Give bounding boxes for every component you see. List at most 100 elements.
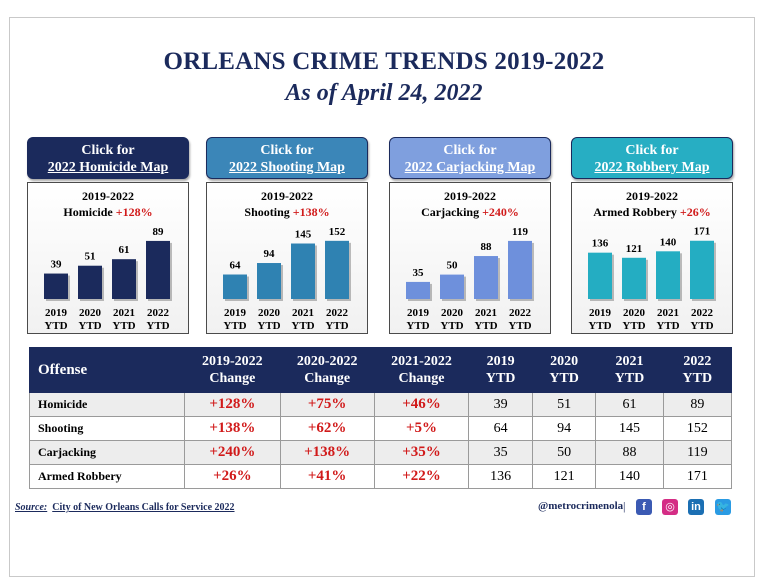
map-button-line1: Click for (260, 143, 314, 158)
facebook-icon[interactable]: f (636, 499, 652, 515)
change-cell: +240% (183, 440, 281, 465)
bar-value-label: 140 (660, 236, 677, 248)
change-cell: +22% (373, 464, 470, 489)
bar-value-label: 35 (413, 267, 425, 279)
bar-value-label: 171 (694, 226, 711, 238)
ytd-cell: 39 (468, 392, 533, 417)
ytd-cell: 50 (531, 440, 597, 465)
ytd-cell: 88 (595, 440, 664, 465)
chart-title: Carjacking +240% (390, 205, 550, 220)
ytd-cell: 94 (531, 416, 597, 441)
change-cell: +62% (279, 416, 375, 441)
crime-table: Offense 2019-2022 Change 2020-2022 Change 202… (29, 347, 733, 489)
x-tick-suffix: YTD (325, 320, 348, 332)
x-tick-year: 2022 (509, 307, 532, 319)
bar-2022 (146, 240, 170, 299)
x-tick-year: 2020 (79, 307, 102, 319)
bar-2019 (406, 281, 430, 299)
x-tick-suffix: YTD (474, 320, 497, 332)
bar-value-label: 50 (447, 260, 459, 272)
x-tick-suffix: YTD (44, 320, 67, 332)
chart-title: Homicide +128% (28, 205, 188, 220)
bar-2021 (112, 259, 136, 299)
bar-value-label: 61 (119, 244, 130, 256)
x-tick-suffix: YTD (146, 320, 169, 332)
x-tick-year: 2019 (589, 307, 612, 319)
x-tick-suffix: YTD (588, 320, 611, 332)
bar-value-label: 51 (85, 251, 96, 263)
x-tick-suffix: YTD (690, 320, 713, 332)
chart-title-range: 2019-2022 (261, 189, 313, 203)
bar-value-label: 136 (592, 238, 609, 250)
change-cell: +75% (279, 392, 375, 417)
chart-title-range: 2019-2022 (82, 189, 134, 203)
chart-title-pct: +240% (482, 205, 519, 219)
bar-2020 (78, 265, 102, 299)
chart-title-label: Armed Robbery (593, 205, 680, 219)
x-tick-suffix: YTD (406, 320, 429, 332)
map-button-link: 2022 Shooting Map (229, 160, 345, 175)
bar-value-label: 88 (481, 241, 493, 253)
x-tick-suffix: YTD (78, 320, 101, 332)
source-link[interactable]: City of New Orleans Calls for Service 20… (52, 502, 235, 513)
ytd-cell: 145 (595, 416, 664, 441)
ytd-cell: 35 (468, 440, 533, 465)
table-row: Shooting +138% +62% +5% 64 94 145 152 (29, 416, 733, 441)
x-tick-year: 2021 (657, 307, 679, 319)
column-header: 2020-2022 Change (279, 347, 375, 393)
linkedin-icon[interactable]: in (688, 499, 704, 515)
column-header: 2020 YTD (531, 347, 597, 393)
source-label: Source: (15, 502, 48, 513)
ytd-cell: 152 (662, 416, 733, 441)
table-body: Homicide +128% +75% +46% 39 51 61 89 Shooting +13… (29, 392, 733, 489)
chart-title-pct: +138% (292, 205, 330, 219)
column-header: 2019-2022 Change (183, 347, 281, 393)
column-header: Offense (29, 347, 185, 393)
map-button-line1: Click for (81, 143, 135, 158)
bar-2021 (656, 251, 680, 299)
map-button-link: 2022 Robbery Map (594, 160, 710, 175)
shooting-map-button[interactable]: Click for 2022 Shooting Map (206, 137, 368, 179)
bar-2021 (291, 243, 315, 299)
x-tick-year: 2022 (147, 307, 170, 319)
page-title: ORLEANS CRIME TRENDS 2019-2022 (163, 48, 605, 75)
table-row: Homicide +128% +75% +46% 39 51 61 89 (29, 392, 733, 417)
map-button-line1: Click for (625, 143, 679, 158)
change-cell: +138% (183, 416, 281, 441)
carjacking-map-button[interactable]: Click for 2022 Carjacking Map (389, 137, 551, 179)
change-cell: +5% (373, 416, 470, 441)
x-tick-year: 2021 (113, 307, 135, 319)
ytd-cell: 51 (531, 392, 597, 417)
shooting-bar-chart: 2019-2022 Shooting +138% 64 2019 YTD 94 2020 YT… (206, 182, 368, 334)
bar-2019 (223, 274, 247, 299)
ytd-cell: 171 (662, 464, 733, 489)
change-cell: +41% (279, 464, 375, 489)
twitter-icon[interactable]: 🐦 (715, 499, 731, 515)
ytd-cell: 119 (662, 440, 733, 465)
change-cell: +26% (183, 464, 281, 489)
x-tick-year: 2019 (224, 307, 247, 319)
bar-value-label: 145 (295, 229, 312, 241)
x-tick-year: 2020 (623, 307, 646, 319)
bar-2022 (690, 240, 714, 299)
ytd-cell: 64 (468, 416, 533, 441)
chart-title-label: Shooting (244, 205, 293, 219)
bar-value-label: 121 (626, 243, 643, 255)
ytd-cell: 121 (531, 464, 597, 489)
homicide-map-button[interactable]: Click for 2022 Homicide Map (27, 137, 189, 179)
map-button-link: 2022 Carjacking Map (404, 160, 536, 175)
x-tick-suffix: YTD (656, 320, 679, 332)
ytd-cell: 61 (595, 392, 664, 417)
bar-value-label: 94 (264, 248, 276, 260)
robbery-bar-chart: 2019-2022 Armed Robbery +26% 136 2019 YTD 121… (571, 182, 733, 334)
instagram-icon[interactable]: ◎ (662, 499, 678, 515)
bar-value-label: 89 (153, 226, 165, 238)
bar-value-label: 64 (230, 260, 242, 272)
x-tick-suffix: YTD (291, 320, 314, 332)
chart-title-label: Carjacking (421, 205, 483, 219)
bar-2021 (474, 256, 498, 299)
robbery-map-button[interactable]: Click for 2022 Robbery Map (571, 137, 733, 179)
chart-title-range: 2019-2022 (626, 189, 678, 203)
